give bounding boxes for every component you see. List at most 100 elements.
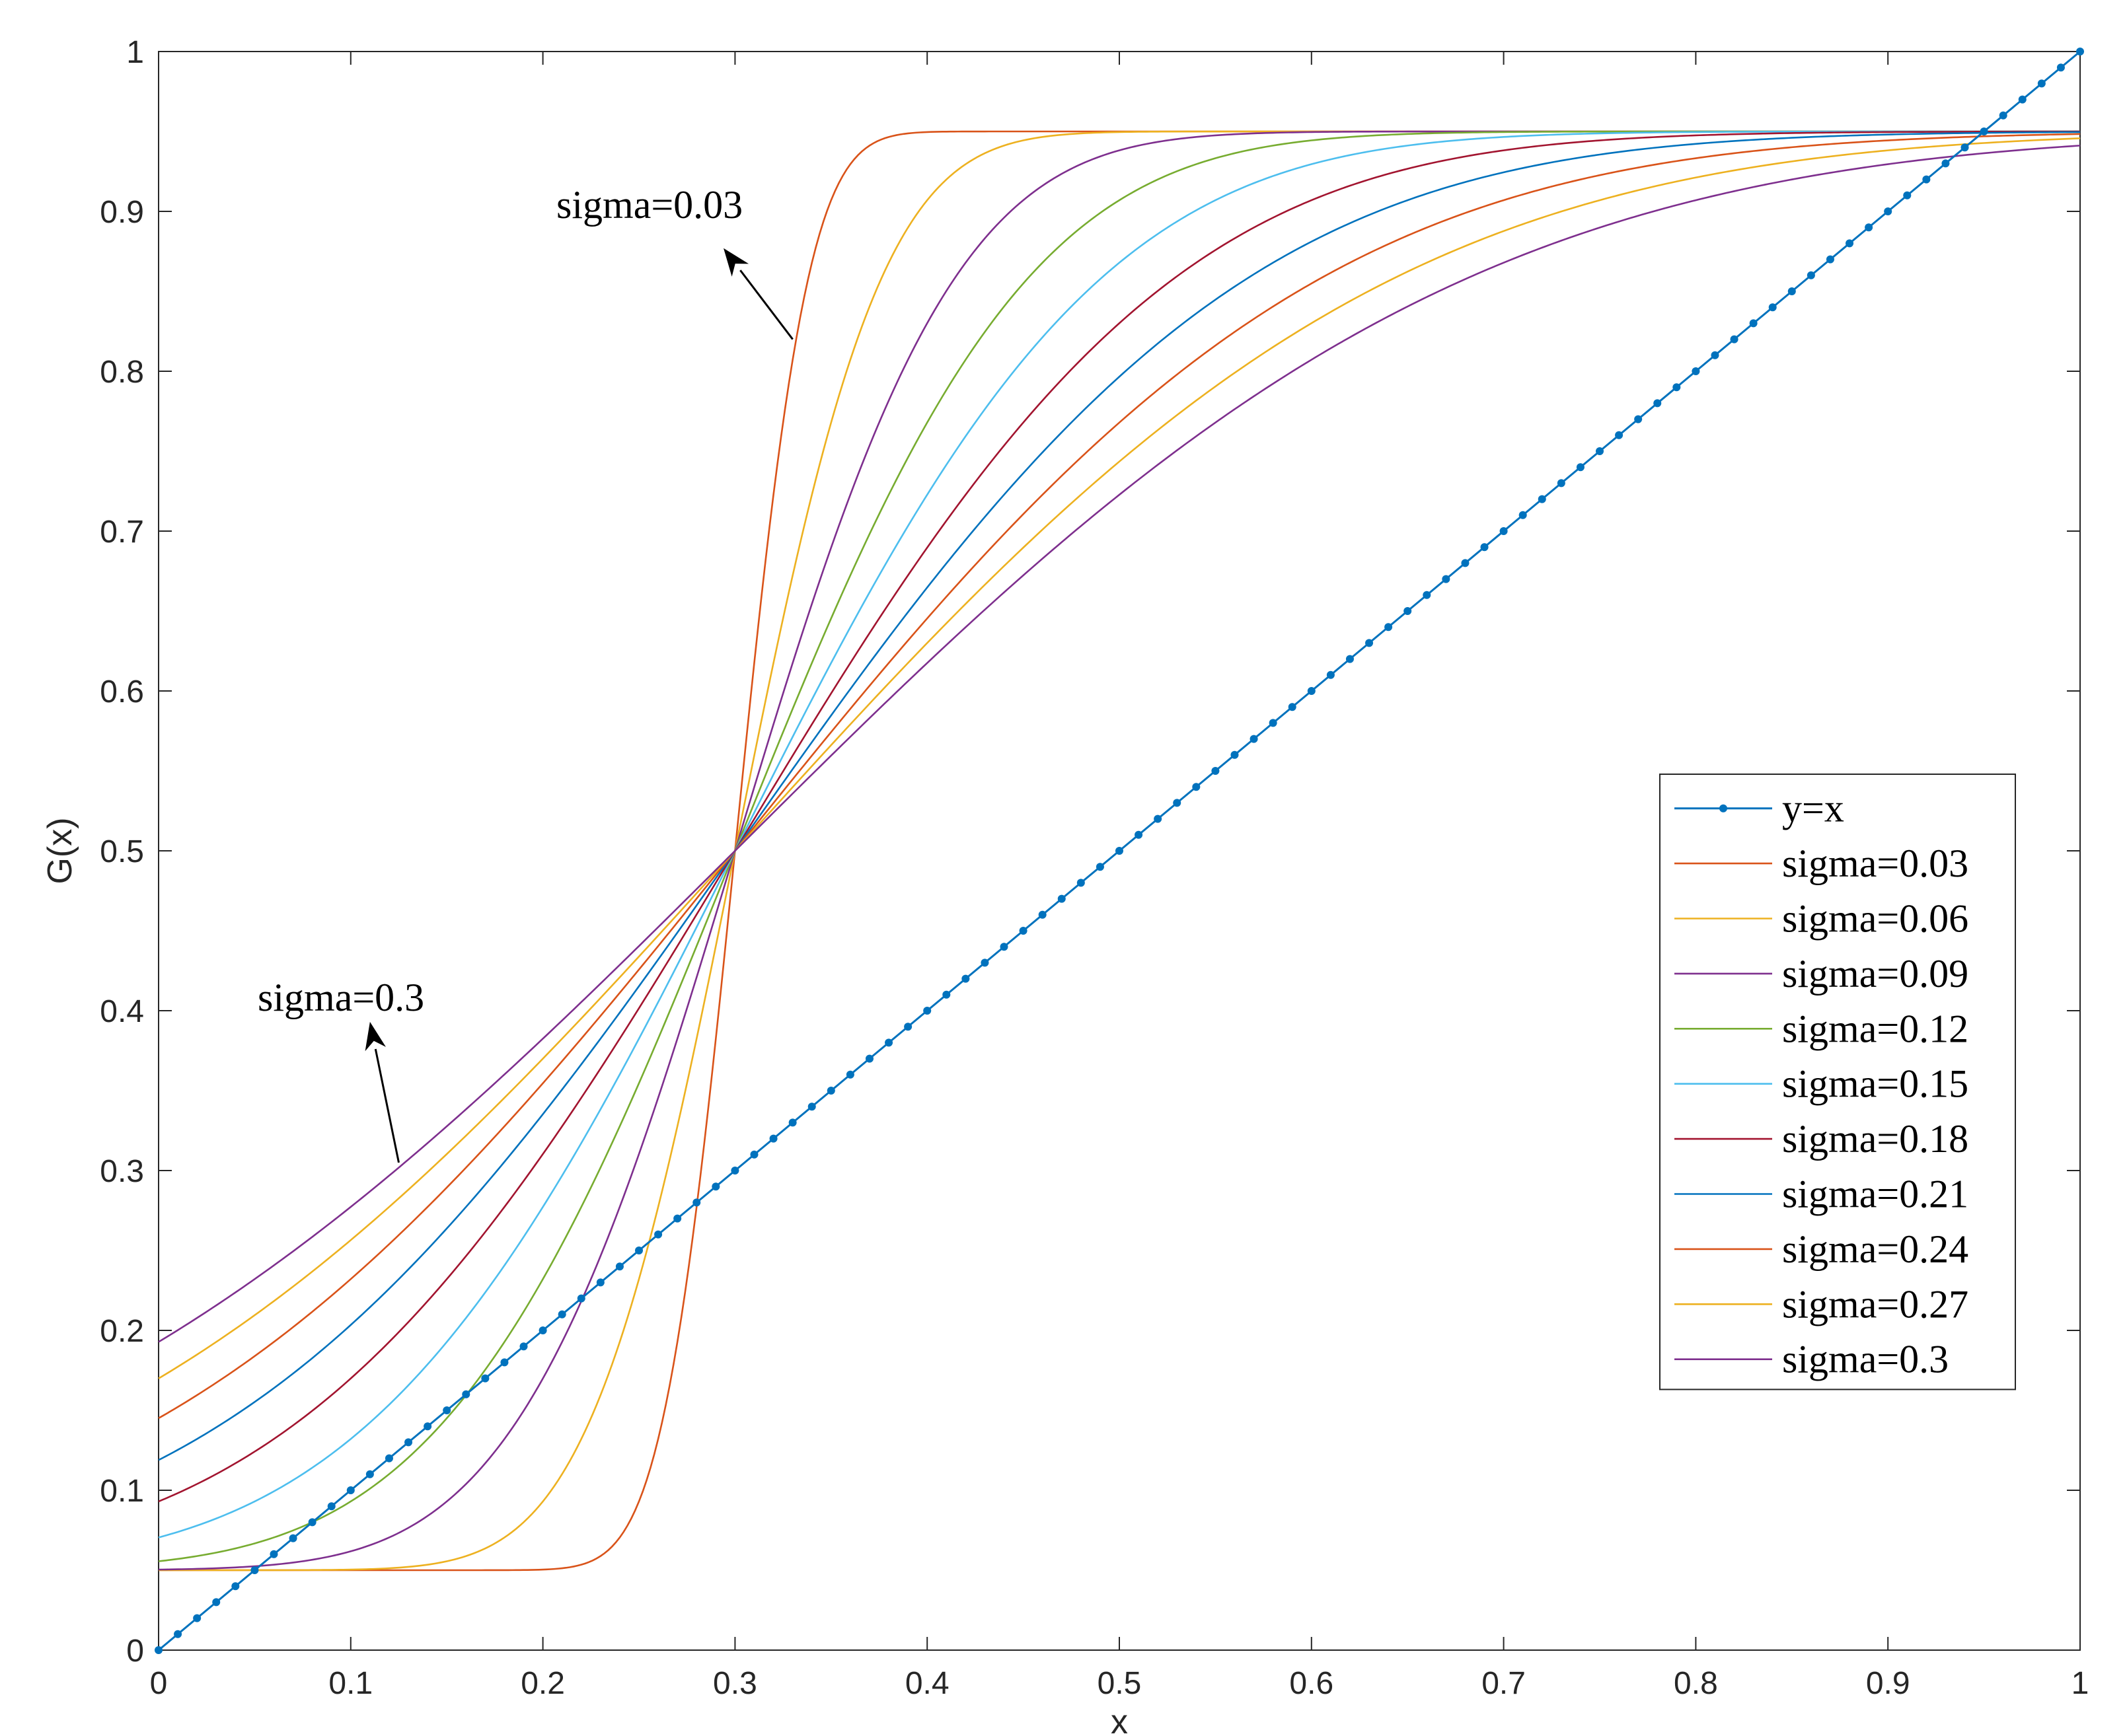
reference-marker [1749, 319, 1758, 328]
reference-marker [1672, 383, 1681, 392]
reference-marker [673, 1214, 682, 1223]
reference-marker [1922, 175, 1931, 184]
annotation-label: sigma=0.3 [258, 976, 424, 1019]
y-tick-label: 0.7 [100, 515, 144, 550]
reference-marker [1903, 191, 1912, 199]
x-tick-label: 0.7 [1481, 1666, 1526, 1701]
y-axis-title: G(x) [41, 817, 79, 884]
series-line-sigma=0.27 [158, 137, 2081, 1379]
reference-marker [942, 990, 951, 999]
legend-label: sigma=0.06 [1782, 897, 1968, 941]
reference-marker [2056, 63, 2065, 72]
reference-marker [1980, 127, 1988, 135]
reference-marker [769, 1134, 778, 1143]
y-tick-label: 0.8 [100, 355, 144, 390]
reference-marker [1576, 463, 1585, 472]
legend-label: sigma=0.24 [1782, 1227, 1968, 1271]
x-tick-label: 0.2 [521, 1666, 565, 1701]
reference-marker [961, 974, 970, 983]
y-tick-label: 0.6 [100, 674, 144, 709]
annotation-arrow-0-shaft [739, 270, 794, 340]
x-tick-label: 0.3 [713, 1666, 757, 1701]
y-tick-label: 0.9 [100, 195, 144, 230]
legend-label: sigma=0.03 [1782, 842, 1968, 885]
reference-marker [1365, 639, 1374, 647]
reference-marker [1115, 847, 1123, 855]
reference-marker [1692, 367, 1700, 375]
legend-label: sigma=0.27 [1782, 1282, 1968, 1326]
reference-marker [250, 1566, 259, 1574]
reference-marker [712, 1182, 720, 1191]
reference-marker [1288, 703, 1296, 711]
reference-marker [462, 1390, 470, 1398]
reference-marker [270, 1550, 278, 1558]
reference-marker [2076, 48, 2084, 55]
reference-marker [231, 1582, 240, 1591]
reference-marker [807, 1103, 816, 1111]
reference-marker [2018, 95, 2027, 104]
reference-marker [750, 1150, 759, 1159]
x-tick-label: 0.8 [1674, 1666, 1718, 1701]
reference-marker [577, 1294, 585, 1303]
reference-marker [1846, 239, 1854, 248]
reference-marker [1307, 687, 1316, 695]
x-tick-label: 0.5 [1098, 1666, 1142, 1701]
reference-marker [615, 1262, 624, 1271]
reference-marker [1768, 303, 1777, 312]
reference-marker [596, 1278, 605, 1287]
reference-marker [539, 1326, 547, 1334]
legend-label: sigma=0.21 [1782, 1173, 1968, 1216]
reference-marker [827, 1087, 835, 1095]
reference-marker [692, 1198, 701, 1207]
reference-marker [1480, 543, 1489, 552]
reference-marker [1096, 863, 1104, 871]
series-group [155, 48, 2084, 1654]
reference-marker [654, 1230, 663, 1239]
legend-label: sigma=0.18 [1782, 1117, 1968, 1161]
reference-marker [212, 1598, 221, 1607]
reference-marker [365, 1470, 374, 1478]
reference-marker [635, 1247, 643, 1254]
reference-marker [1807, 271, 1815, 279]
legend-box [1659, 774, 2016, 1391]
reference-marker [865, 1054, 874, 1063]
reference-marker [346, 1486, 355, 1494]
y-tick-label: 0 [126, 1634, 144, 1669]
x-tick-label: 0.4 [905, 1666, 950, 1701]
reference-marker [1653, 399, 1662, 408]
reference-marker [1057, 894, 1066, 903]
reference-marker [443, 1406, 451, 1414]
reference-marker [1999, 111, 2007, 120]
series-line-sigma=0.18 [158, 130, 2080, 1503]
legend-label: sigma=0.3 [1782, 1338, 1949, 1381]
reference-marker [289, 1534, 297, 1542]
x-tick-label: 0.6 [1289, 1666, 1333, 1701]
reference-marker [1865, 223, 1873, 232]
reference-marker [2037, 79, 2046, 88]
legend-marker [1719, 804, 1727, 813]
reference-marker [1787, 287, 1796, 295]
reference-marker [481, 1374, 490, 1383]
reference-marker [1960, 143, 1969, 152]
reference-marker [1634, 415, 1643, 423]
annotation-group: sigma=0.03 sigma=0.3 [258, 183, 794, 1163]
y-tick-label: 0.5 [100, 834, 144, 869]
annotation-arrow-0-head [724, 248, 749, 277]
x-tick-label: 0 [150, 1666, 168, 1701]
series-line-sigma=0.21 [158, 131, 2081, 1461]
reference-marker [981, 958, 989, 967]
reference-marker [731, 1167, 739, 1175]
reference-marker [1345, 655, 1354, 663]
reference-marker [174, 1630, 182, 1638]
legend-label: sigma=0.15 [1782, 1062, 1968, 1106]
y-tick-label: 0.4 [100, 994, 144, 1029]
reference-marker [1403, 607, 1412, 615]
reference-marker [1038, 910, 1047, 919]
reference-marker [1135, 830, 1143, 839]
reference-marker [923, 1007, 932, 1015]
annotation-arrow-1-shaft [374, 1048, 400, 1163]
reference-marker [519, 1342, 528, 1351]
reference-marker [1461, 559, 1470, 567]
reference-marker [1423, 591, 1431, 599]
